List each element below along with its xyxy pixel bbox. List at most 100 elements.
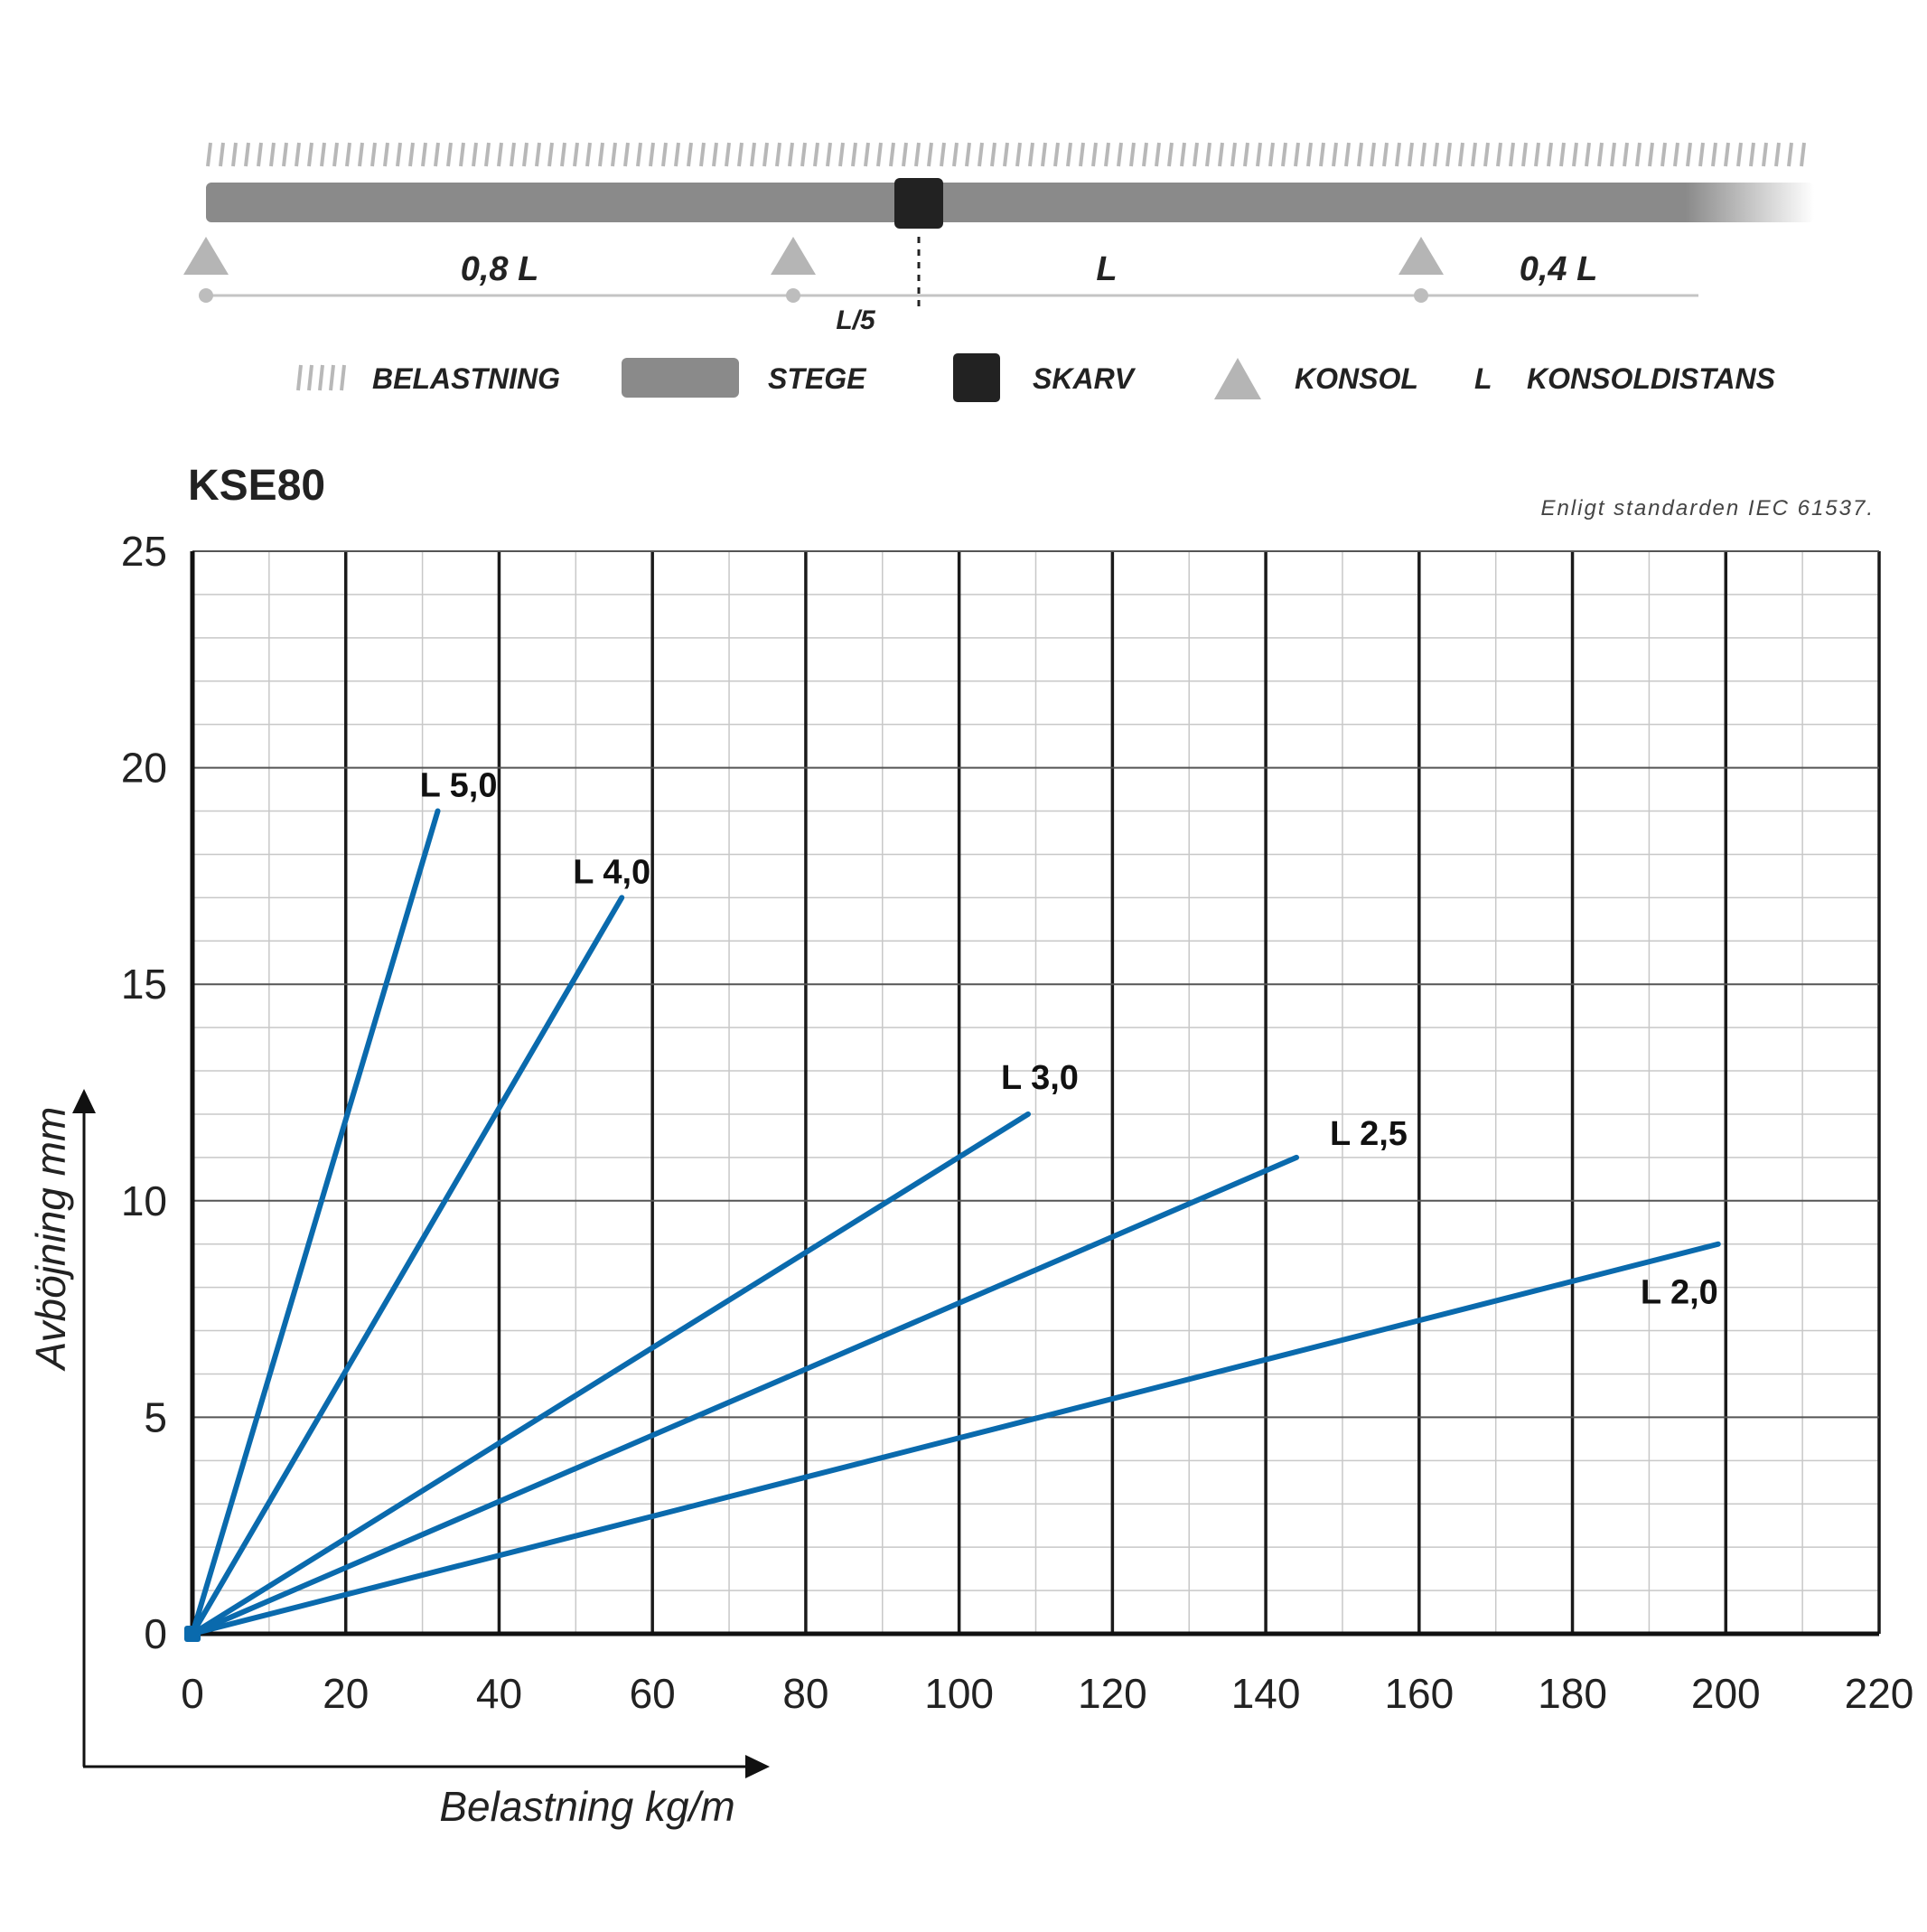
series-label: L 2,5: [1330, 1115, 1408, 1153]
load-hatch-mark: [1205, 142, 1211, 167]
legend: BELASTNING STEGE SKARV KONSOL L KONSOLDI…: [296, 353, 1776, 402]
load-hatch-mark: [383, 142, 389, 167]
load-hatch-mark: [231, 142, 238, 167]
load-hatch-mark: [1572, 142, 1578, 167]
y-axis-label: Avböjning mm: [27, 1107, 74, 1373]
load-hatch-mark: [1521, 142, 1528, 167]
load-hatch-mark: [1762, 142, 1768, 167]
load-hatch-mark: [244, 142, 250, 167]
x-tick-label: 140: [1231, 1670, 1301, 1717]
load-hatch-mark: [459, 142, 465, 167]
series-labels: L 5,0 L 4,0 L 3,0 L 2,5 L 2,0: [420, 767, 1718, 1312]
load-hatch-mark: [1281, 142, 1287, 167]
load-hatch-mark: [547, 142, 554, 167]
load-hatch-mark: [1585, 142, 1591, 167]
load-hatch-mark: [219, 142, 225, 167]
load-hatch-mark: [1483, 142, 1490, 167]
load-hatch-mark: [1635, 142, 1642, 167]
load-hatch-mark: [775, 142, 781, 167]
joint-square-icon: [953, 353, 1000, 402]
load-hatch-mark: [1003, 142, 1009, 167]
load-hatch-mark: [1306, 142, 1313, 167]
load-hatch-mark: [1800, 142, 1806, 167]
load-hatch-mark: [1268, 142, 1275, 167]
dimension-dot: [199, 288, 213, 303]
series-line: [190, 1154, 1300, 1637]
load-hatch-mark: [762, 142, 769, 167]
load-hatch-mark: [1610, 142, 1616, 167]
load-hatch-mark: [1129, 142, 1136, 167]
chart-subtitle: Enligt standarden IEC 61537.: [1540, 496, 1875, 521]
load-hatch-mark: [585, 142, 592, 167]
load-hatch-mark: [307, 364, 313, 391]
load-hatch-mark: [965, 142, 971, 167]
load-hatch-mark: [687, 142, 693, 167]
load-hatch-mark: [1623, 142, 1629, 167]
load-hatch-mark: [408, 142, 415, 167]
legend-label-konsoldistans: KONSOLDISTANS: [1527, 362, 1776, 395]
load-hatch-mark: [826, 142, 832, 167]
load-hatch-mark: [1332, 142, 1338, 167]
x-tick-label: 40: [476, 1670, 522, 1717]
load-hatch-mark: [927, 142, 933, 167]
y-arrow-head-icon: [72, 1089, 96, 1113]
load-hatch-mark: [1053, 142, 1060, 167]
load-hatch-mark: [952, 142, 959, 167]
load-hatch-mark: [446, 142, 453, 167]
load-hatch-mark: [1015, 142, 1022, 167]
load-hatch-mark: [725, 142, 731, 167]
load-hatch-mark: [1104, 142, 1110, 167]
load-hatch-mark: [282, 142, 288, 167]
load-hatch-mark: [1774, 142, 1781, 167]
load-hatch-mark: [1230, 142, 1237, 167]
load-hatch-mark: [1117, 142, 1123, 167]
x-tick-label: 120: [1078, 1670, 1147, 1717]
load-hatch-mark: [661, 142, 668, 167]
span-label-first: 0,8 L: [461, 250, 539, 288]
load-hatch-mark: [876, 142, 883, 167]
bracket-triangle-icon: [183, 237, 229, 275]
load-hatch-mark: [318, 364, 324, 391]
load-hatch-mark: [1218, 142, 1224, 167]
load-hatch-mark: [914, 142, 921, 167]
load-hatch-mark: [206, 142, 212, 167]
load-hatch-mark: [1294, 142, 1300, 167]
load-hatch-mark: [1180, 142, 1186, 167]
axis-arrows: [72, 1089, 770, 1778]
x-tick-label: 60: [630, 1670, 676, 1717]
legend-label-skarv: SKARV: [1033, 362, 1137, 395]
load-hatch-mark: [296, 364, 303, 391]
span-label-last: 0,4 L: [1520, 250, 1598, 288]
load-hatch-mark: [712, 142, 718, 167]
load-hatch-mark: [522, 142, 529, 167]
load-hatch-mark: [1458, 142, 1464, 167]
x-tick-label: 20: [323, 1670, 369, 1717]
load-hatch-mark: [535, 142, 541, 167]
load-hatch-mark: [1547, 142, 1553, 167]
load-hatch-mark: [1686, 142, 1692, 167]
load-hatch-mark: [1648, 142, 1654, 167]
load-hatch-icon: [296, 364, 346, 391]
load-hatch-mark: [1256, 142, 1262, 167]
series-line: [190, 1241, 1721, 1637]
load-hatch-mark: [573, 142, 579, 167]
axes: [190, 551, 1879, 1637]
load-hatch-mark: [800, 142, 807, 167]
load-hatch-mark: [1395, 142, 1401, 167]
ladder-bar: [206, 183, 1814, 222]
load-hatch-mark: [257, 142, 263, 167]
series-line: [190, 895, 625, 1637]
load-hatch-mark: [1420, 142, 1427, 167]
span-label-middle: L: [1096, 250, 1117, 288]
load-hatch-mark: [902, 142, 908, 167]
bracket-triangle-icon: [771, 237, 816, 275]
joint-square-icon: [894, 178, 943, 229]
load-hatch-mark: [750, 142, 756, 167]
x-tick-label: 80: [782, 1670, 828, 1717]
load-hatch-mark: [1155, 142, 1161, 167]
series-label: L 4,0: [573, 853, 650, 891]
load-hatch-mark: [1534, 142, 1540, 167]
x-axis-label: Belastning kg/m: [439, 1783, 734, 1830]
y-tick-label: 0: [144, 1610, 167, 1657]
load-hatch-mark: [1193, 142, 1199, 167]
